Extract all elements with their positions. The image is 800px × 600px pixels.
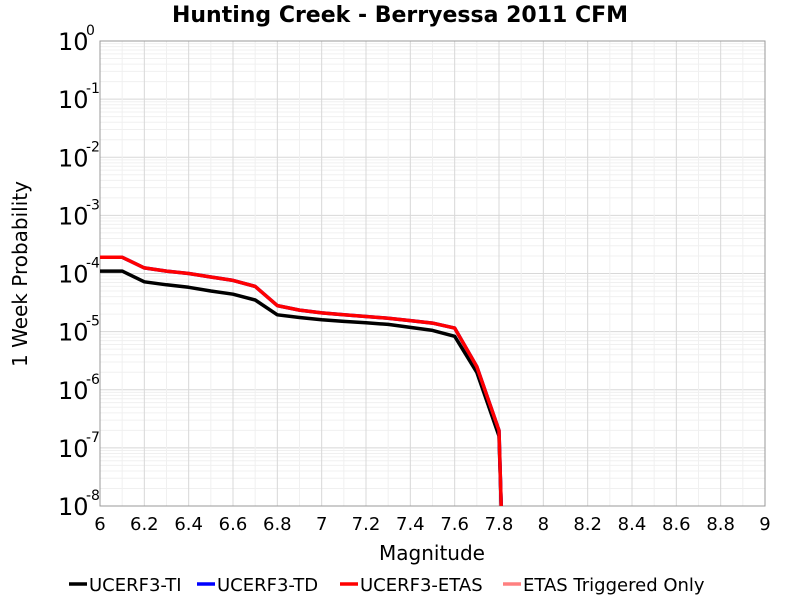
x-tick-label: 7.6: [440, 514, 469, 535]
x-tick-label: 6.2: [130, 514, 159, 535]
legend-label-ucerf3-td: UCERF3-TD: [217, 575, 318, 596]
y-tick-label: 10-1: [58, 81, 100, 114]
y-tick-exponent: -4: [86, 256, 100, 272]
x-tick-label: 6.4: [174, 514, 203, 535]
y-tick-exponent: -5: [86, 314, 100, 330]
series-line-ucerf3-ti: [100, 269, 503, 507]
x-tick-label: 8.8: [706, 514, 735, 535]
y-tick-label: 10-6: [58, 372, 100, 405]
x-tick-label: 7.4: [396, 514, 425, 535]
y-tick-base: 10: [58, 435, 89, 463]
y-tick-exponent: -1: [86, 81, 100, 97]
plot-area: [99, 40, 766, 507]
series-line-ucerf3-etas: [100, 255, 503, 507]
x-tick-label: 6: [94, 514, 105, 535]
y-tick-base: 10: [58, 377, 89, 405]
y-tick-exponent: -6: [86, 372, 100, 388]
x-tick-label: 6.8: [263, 514, 292, 535]
x-tick-label: 8: [538, 514, 549, 535]
series-group: [100, 255, 503, 507]
x-tick-label: 9: [759, 514, 770, 535]
y-tick-label: 100: [58, 23, 95, 56]
y-tick-base: 10: [58, 319, 89, 347]
y-tick-base: 10: [58, 261, 89, 289]
y-tick-exponent: -2: [86, 139, 100, 155]
x-tick-label: 7.8: [485, 514, 514, 535]
x-tick-label: 8.6: [662, 514, 691, 535]
y-tick-exponent: 0: [86, 23, 95, 39]
legend-label-ucerf3-etas: UCERF3-ETAS: [360, 575, 483, 596]
y-tick-label: 10-3: [58, 197, 100, 230]
y-tick-exponent: -7: [86, 430, 100, 446]
y-tick-label: 10-8: [58, 488, 100, 521]
x-tick-label: 7: [316, 514, 327, 535]
y-tick-label: 10-2: [58, 139, 100, 172]
y-tick-label: 10-5: [58, 314, 100, 347]
y-tick-base: 10: [58, 202, 89, 230]
x-axis-label: Magnitude: [379, 541, 485, 565]
x-tick-label: 8.2: [573, 514, 602, 535]
y-tick-label: 10-4: [58, 256, 100, 289]
x-tick-label: 8.4: [618, 514, 647, 535]
legend: UCERF3-TI UCERF3-TD UCERF3-ETAS ETAS Trigge…: [69, 575, 705, 596]
y-tick-base: 10: [58, 28, 89, 56]
y-tick-base: 10: [58, 86, 89, 114]
legend-label-ucerf3-ti: UCERF3-TI: [89, 575, 182, 596]
legend-label-etas-triggered-only: ETAS Triggered Only: [523, 575, 705, 596]
y-axis-label: 1 Week Probability: [8, 181, 32, 367]
x-tick-label: 7.2: [352, 514, 381, 535]
y-tick-base: 10: [58, 493, 89, 521]
y-tick-exponent: -8: [86, 488, 100, 504]
y-tick-exponent: -3: [86, 197, 100, 213]
y-tick-label: 10-7: [58, 430, 100, 463]
x-tick-label: 6.6: [219, 514, 248, 535]
y-tick-base: 10: [58, 144, 89, 172]
x-axis-ticks: 6 6.2 6.4 6.6 6.8 7 7.2 7.4 7.6 7.8 8 8.2 8.4 8.6 8.8 9: [94, 514, 770, 535]
series-line-ucerf3-td: [100, 255, 503, 507]
chart-title: Hunting Creek - Berryessa 2011 CFM: [172, 3, 628, 28]
